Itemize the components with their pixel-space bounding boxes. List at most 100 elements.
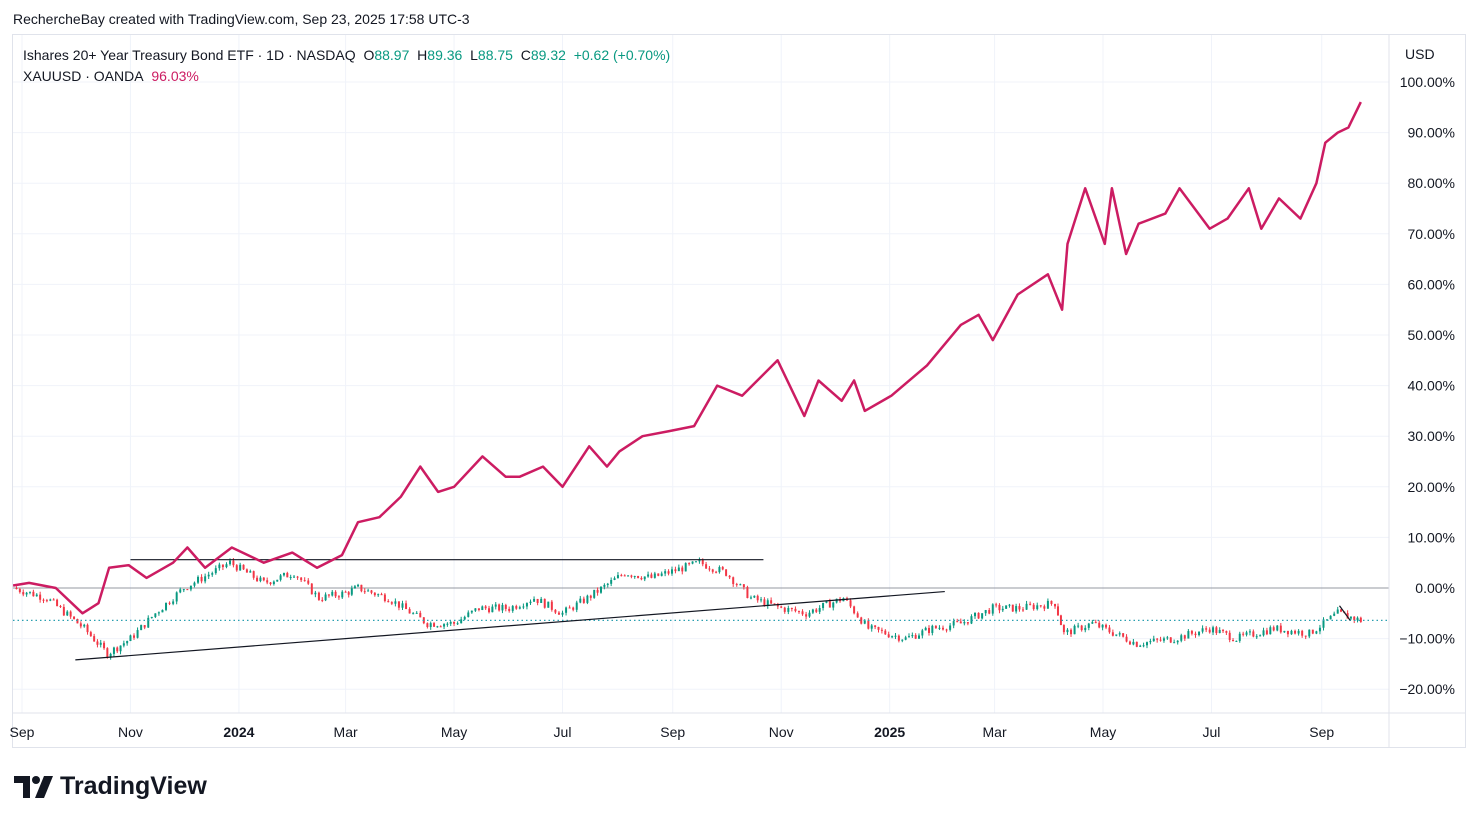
candle-body: [317, 592, 320, 600]
open-value: 88.97: [374, 47, 410, 63]
tradingview-logo-icon: [14, 775, 53, 798]
candle-body: [1128, 641, 1131, 645]
candle-body: [1272, 627, 1275, 631]
candle-body: [467, 612, 470, 617]
candle-body: [508, 608, 511, 611]
candle: [300, 576, 303, 583]
legend-main-row: Ishares 20+ Year Treasury Bond ETF · 1D …: [23, 45, 670, 66]
candle-body: [172, 601, 175, 604]
candle: [182, 588, 185, 593]
candle: [282, 572, 285, 577]
candle: [498, 603, 501, 612]
candle-body: [439, 626, 442, 628]
candle-body: [853, 606, 856, 614]
candle: [554, 609, 557, 615]
candle-body: [1290, 630, 1293, 635]
candle-body: [1238, 633, 1241, 641]
trendline: [75, 590, 945, 661]
candle-body: [688, 563, 691, 565]
candle: [931, 624, 934, 636]
candle: [783, 606, 786, 614]
candle-body: [1054, 603, 1057, 607]
candle-body: [579, 598, 582, 603]
candle: [1194, 631, 1197, 638]
candle: [62, 604, 65, 617]
candle-body: [1056, 606, 1059, 616]
candle: [56, 598, 59, 607]
candle: [1050, 600, 1053, 606]
candle: [1128, 640, 1131, 645]
candle: [1279, 622, 1282, 634]
candle-body: [193, 582, 196, 586]
candle: [561, 610, 564, 617]
high-value: 89.36: [427, 47, 463, 63]
x-tick-label: 2024: [223, 724, 254, 740]
candle-body: [154, 613, 157, 617]
candle: [575, 600, 578, 613]
candle: [93, 633, 96, 642]
compare-symbol-title[interactable]: XAUUSD · OANDA: [23, 68, 144, 84]
candle-body: [429, 623, 432, 628]
candle-body: [168, 602, 171, 604]
candle-body: [835, 598, 838, 603]
candle: [1290, 629, 1293, 635]
candle: [415, 611, 418, 614]
candle: [1022, 606, 1025, 612]
candle: [1056, 603, 1059, 616]
candle-body: [1333, 613, 1336, 616]
candle: [419, 610, 422, 618]
x-tick-label: Mar: [983, 724, 1007, 740]
candle: [1259, 634, 1262, 637]
candle-body: [49, 599, 52, 601]
candle: [627, 575, 630, 577]
candle: [1105, 623, 1108, 630]
candle-body: [627, 575, 630, 577]
candle-body: [1222, 630, 1225, 632]
main-symbol-title[interactable]: Ishares 20+ Year Treasury Bond ETF · 1D …: [23, 47, 356, 63]
y-tick-label: 40.00%: [1408, 378, 1455, 394]
candle-body: [942, 627, 945, 630]
candle: [116, 646, 119, 654]
candle-body: [331, 591, 334, 596]
candle: [45, 598, 48, 603]
candle-body: [86, 624, 89, 633]
candle: [344, 590, 347, 593]
candle-body: [518, 607, 521, 609]
currency-label[interactable]: USD: [1405, 46, 1435, 62]
candle: [89, 630, 92, 637]
candle: [974, 612, 977, 619]
candle: [96, 639, 99, 648]
candle-body: [637, 576, 640, 578]
candle: [22, 589, 25, 597]
candle-body: [780, 606, 783, 608]
candle: [808, 610, 811, 618]
candle: [1228, 630, 1231, 643]
candle: [1294, 629, 1297, 635]
candle: [122, 640, 125, 648]
candle-body: [1118, 633, 1121, 635]
candle: [911, 632, 914, 638]
candle-body: [887, 634, 890, 638]
candle-body: [269, 582, 272, 585]
candle: [998, 603, 1001, 614]
candle: [262, 577, 265, 582]
candle: [334, 590, 337, 599]
candle-body: [1232, 639, 1235, 642]
candle: [811, 608, 814, 615]
tradingview-logo[interactable]: TradingView: [14, 772, 207, 801]
candle: [928, 625, 931, 636]
candle: [749, 595, 752, 600]
candle: [168, 601, 171, 606]
candle-body: [29, 591, 32, 593]
candle: [938, 625, 941, 631]
candle: [331, 590, 334, 597]
candle: [214, 565, 217, 575]
candle-body: [623, 575, 626, 577]
candle: [1066, 628, 1069, 636]
candle-body: [870, 625, 873, 629]
candle: [1238, 631, 1241, 643]
candle: [373, 592, 376, 597]
y-tick-label: 100.00%: [1400, 74, 1455, 90]
candle-body: [436, 626, 439, 628]
